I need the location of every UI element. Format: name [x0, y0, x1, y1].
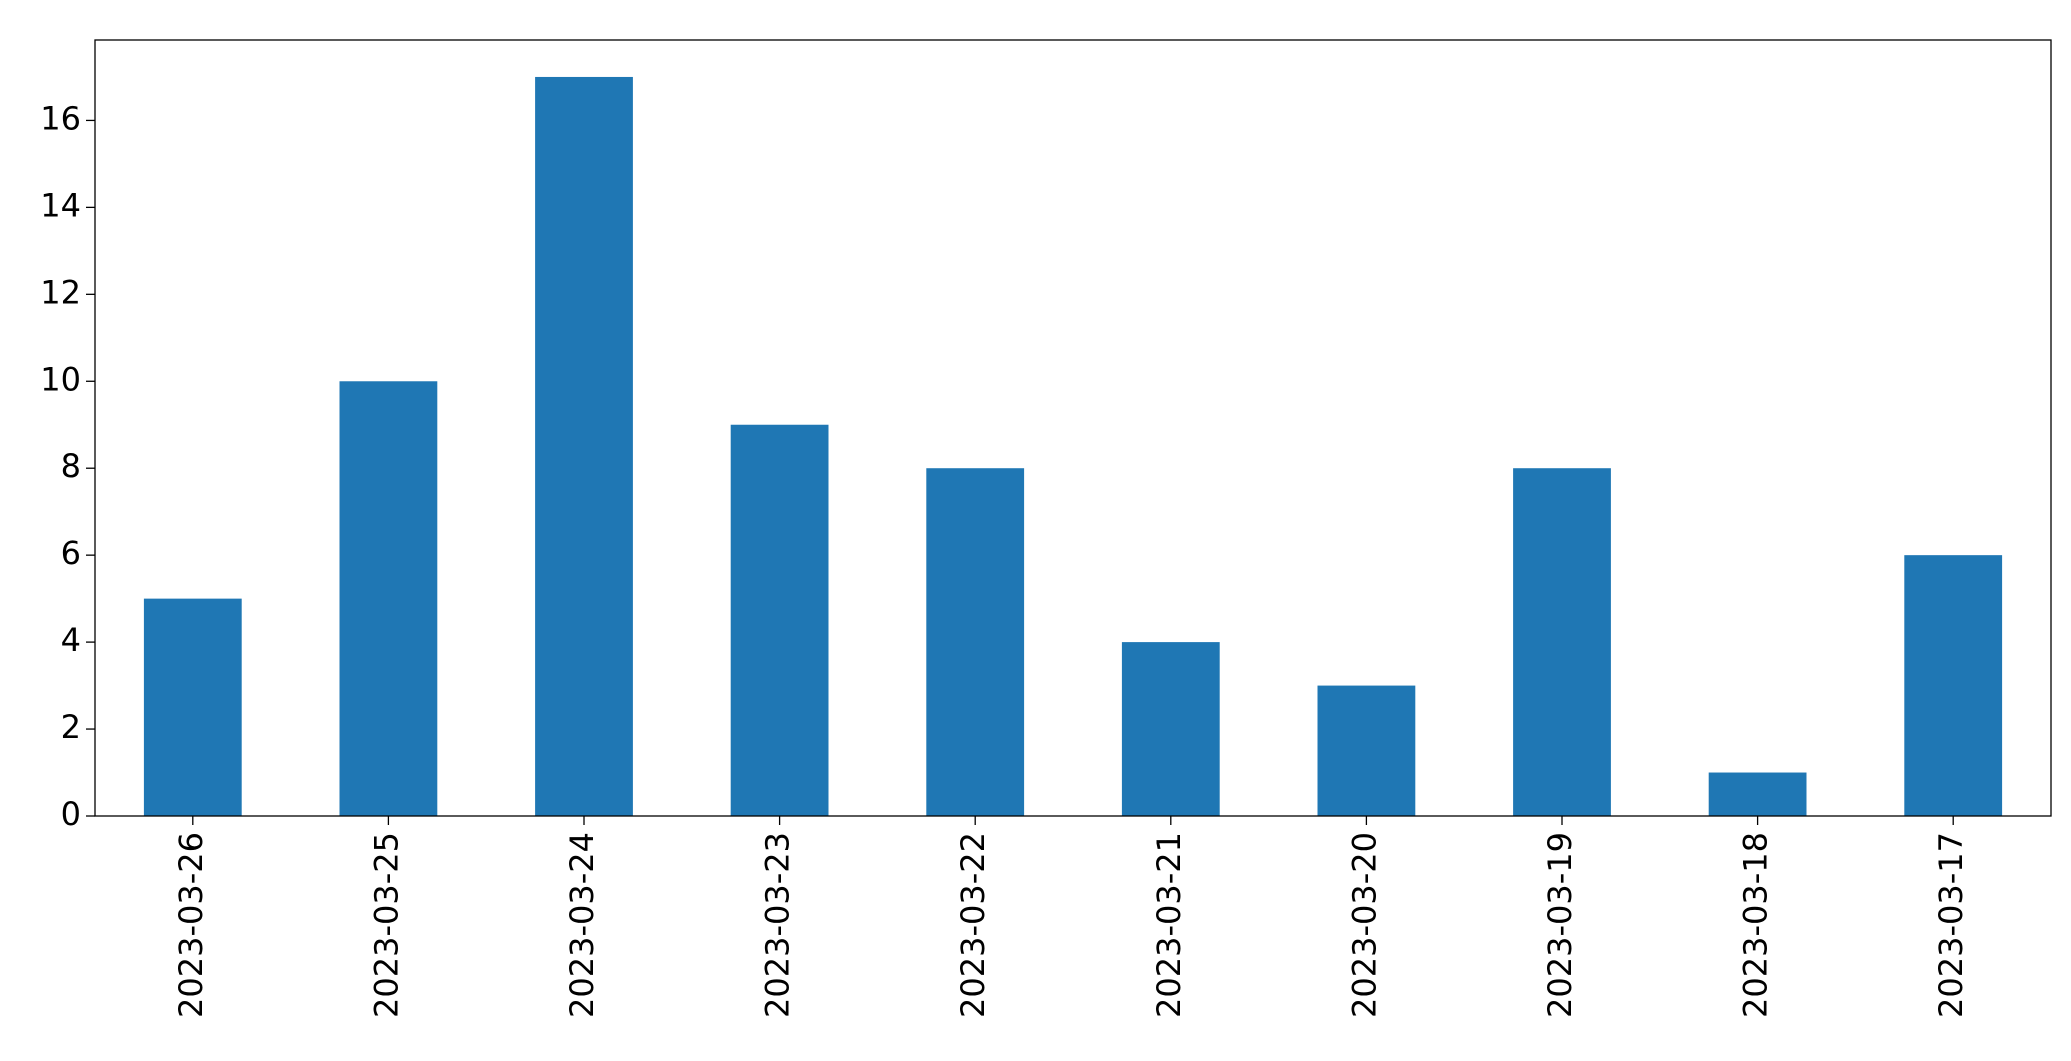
x-tick-label: 2023-03-21: [1150, 832, 1188, 1018]
y-tick-label: 0: [61, 795, 81, 833]
x-tick-label: 2023-03-24: [563, 832, 601, 1018]
x-tick-label: 2023-03-20: [1345, 832, 1383, 1018]
y-tick-label: 12: [40, 273, 81, 311]
x-tick-label: 2023-03-23: [759, 832, 797, 1018]
x-tick-label: 2023-03-18: [1737, 832, 1775, 1018]
y-tick-label: 10: [40, 360, 81, 398]
bar: [1904, 555, 2003, 816]
x-tick-label: 2023-03-26: [172, 832, 210, 1018]
x-tick-label: 2023-03-17: [1932, 832, 1970, 1018]
y-tick-label: 2: [61, 708, 81, 746]
x-tick-label: 2023-03-22: [954, 832, 992, 1018]
y-tick-label: 14: [40, 186, 81, 224]
bar: [1317, 685, 1416, 816]
plot-frame: [94, 39, 2052, 817]
bar: [926, 468, 1025, 816]
bar: [535, 76, 633, 816]
bar: [1708, 772, 1807, 816]
x-tick-label: 2023-03-25: [367, 832, 405, 1018]
bar: [1513, 468, 1611, 816]
y-tick-label: 16: [40, 99, 81, 137]
bar: [730, 424, 829, 816]
bar: [143, 598, 242, 816]
y-tick-label: 8: [61, 447, 81, 485]
bar: [339, 381, 438, 816]
y-tick-label: 4: [61, 621, 81, 659]
bar: [1121, 642, 1220, 816]
x-tick-label: 2023-03-19: [1541, 832, 1579, 1018]
y-tick-label: 6: [61, 534, 81, 572]
